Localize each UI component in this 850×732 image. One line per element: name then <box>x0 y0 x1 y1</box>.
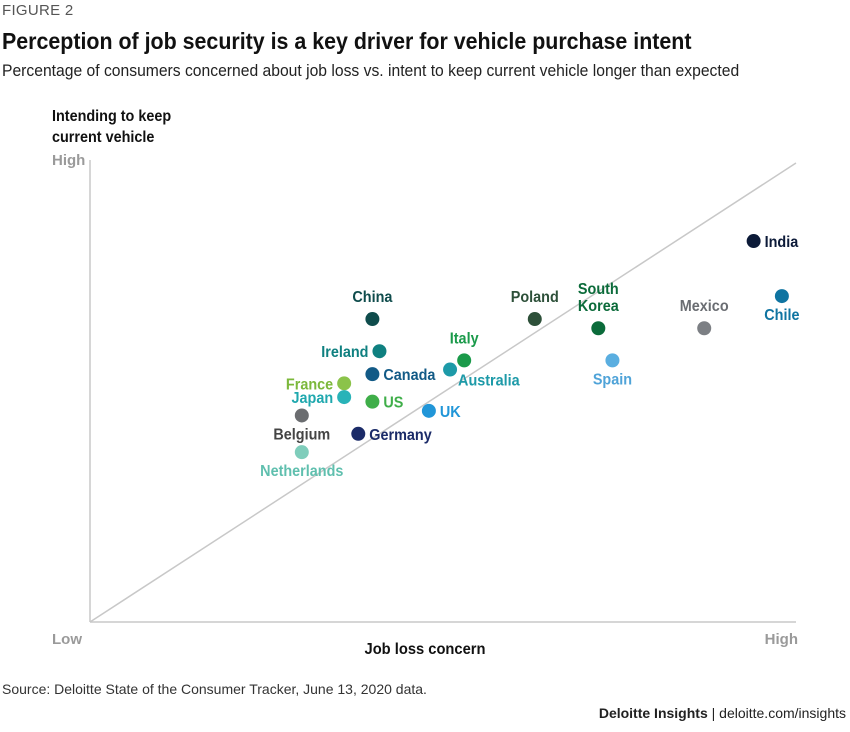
data-point-netherlands: Netherlands <box>260 445 343 480</box>
point-label: US <box>383 394 403 412</box>
footer: Deloitte Insights | deloitte.com/insight… <box>599 705 846 721</box>
point-marker <box>294 445 309 460</box>
data-point-canada: Canada <box>365 366 436 384</box>
point-label: Ireland <box>321 344 368 362</box>
x-axis-label: Job loss concern <box>365 640 486 658</box>
source-note: Source: Deloitte State of the Consumer T… <box>2 681 427 697</box>
y-tick-high: High <box>52 152 85 169</box>
point-marker <box>746 234 761 249</box>
point-label: Mexico <box>680 298 729 316</box>
diagonal-reference-line <box>89 162 797 623</box>
point-marker <box>294 408 309 423</box>
point-label: Spain <box>593 371 632 389</box>
point-label: France <box>286 376 333 394</box>
data-point-italy: Italy <box>450 330 479 368</box>
point-marker <box>421 403 436 418</box>
chart-title: Perception of job security is a key driv… <box>2 28 692 54</box>
data-point-germany: Germany <box>351 426 432 444</box>
data-point-france: France <box>286 376 352 394</box>
x-tick-high: High <box>765 631 798 648</box>
y-axis-label-line: Intending to keep <box>52 107 171 125</box>
point-marker <box>365 394 380 409</box>
point-marker <box>774 289 789 304</box>
figure-label: FIGURE 2 <box>2 2 74 19</box>
point-marker <box>527 312 542 327</box>
point-label: Poland <box>511 288 559 306</box>
point-marker <box>591 321 606 336</box>
footer-brand: Deloitte Insights <box>598 705 708 721</box>
point-marker <box>351 426 366 441</box>
axes: Intending to keep current vehicle High Low H… <box>52 107 798 658</box>
data-point-uk: UK <box>421 403 461 421</box>
point-label: Japan <box>292 389 334 407</box>
point-label: Australia <box>458 372 520 390</box>
point-label: Chile <box>764 306 799 324</box>
data-point-spain: Spain <box>593 353 632 389</box>
footer-url[interactable]: deloitte.com/insights <box>719 705 846 721</box>
point-marker <box>372 344 387 359</box>
point-marker <box>337 376 352 391</box>
point-label: Belgium <box>273 426 330 444</box>
data-point-chile: Chile <box>764 289 799 324</box>
data-point-india: India <box>746 233 799 251</box>
data-point-ireland: Ireland <box>321 344 387 362</box>
point-label: Canada <box>383 366 436 384</box>
point-marker <box>605 353 620 368</box>
chart-subtitle: Percentage of consumers concerned about … <box>2 62 740 80</box>
point-label: Germany <box>369 426 432 444</box>
point-label: South <box>578 281 619 299</box>
point-marker <box>697 321 712 336</box>
point-label: UK <box>440 403 461 421</box>
data-point-australia: Australia <box>443 362 520 390</box>
data-point-poland: Poland <box>511 288 559 327</box>
point-marker <box>365 367 380 382</box>
footer-separator: | <box>707 705 720 721</box>
point-label: India <box>765 233 799 251</box>
point-marker <box>457 353 472 368</box>
data-point-belgium: Belgium <box>273 408 330 444</box>
point-label: China <box>352 288 393 306</box>
point-marker <box>337 390 352 405</box>
data-point-mexico: Mexico <box>680 298 729 336</box>
point-label: Netherlands <box>260 463 343 481</box>
y-axis-label-line: current vehicle <box>52 128 154 146</box>
point-marker <box>365 312 380 327</box>
point-label: Korea <box>578 298 619 316</box>
point-marker <box>443 362 458 377</box>
x-tick-low: Low <box>52 631 82 648</box>
point-label: Italy <box>450 330 479 348</box>
data-point-china: China <box>352 288 393 327</box>
data-point-us: US <box>365 394 403 412</box>
data-point-japan: Japan <box>292 389 352 407</box>
